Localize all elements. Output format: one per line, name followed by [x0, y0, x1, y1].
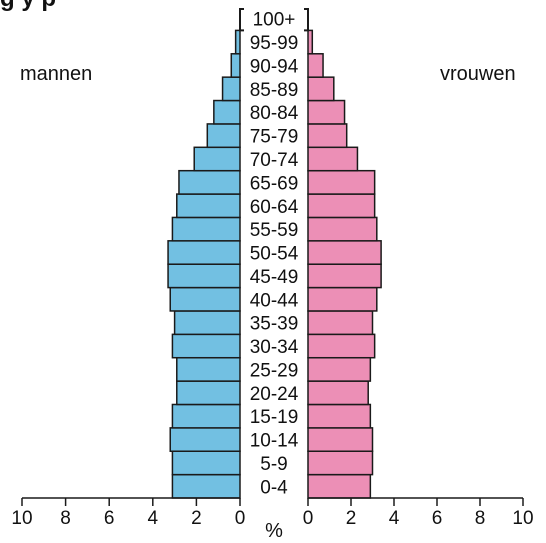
male-bar: [234, 29, 241, 55]
female-bar: [307, 473, 372, 499]
age-group-label: 0-4: [260, 477, 288, 498]
age-group-label: 70-74: [250, 150, 299, 171]
male-bar: [173, 310, 241, 336]
male-bar: [169, 427, 241, 452]
age-group-label: 25-29: [250, 360, 299, 381]
female-bars: [307, 29, 382, 499]
male-bar: [221, 76, 241, 102]
female-bar: [307, 310, 374, 336]
male-axis-tick-label: 4: [148, 508, 159, 529]
female-bar: [307, 193, 376, 219]
female-bar: [307, 427, 374, 452]
male-bar: [176, 380, 241, 406]
male-bar: [193, 146, 241, 172]
male-bar: [171, 216, 241, 242]
female-bar: [307, 146, 359, 172]
chart-title-fragment: g y p: [0, 0, 56, 12]
male-bar: [169, 286, 241, 312]
age-group-label: 50-54: [250, 244, 299, 265]
male-bar: [171, 333, 241, 359]
male-bar: [176, 193, 241, 219]
male-bar: [178, 169, 241, 195]
age-group-label: 40-44: [250, 290, 299, 311]
female-bar: [307, 216, 378, 242]
female-label: vrouwen: [440, 63, 516, 85]
age-group-label: 10-14: [250, 431, 299, 452]
age-group-label: 80-84: [250, 103, 299, 124]
female-axis-tick-label: 4: [389, 508, 400, 529]
female-bar: [307, 450, 374, 476]
male-bar: [230, 53, 241, 78]
age-group-label: 85-89: [250, 80, 299, 101]
top-bracket-right: [304, 8, 309, 32]
female-bar: [307, 286, 378, 312]
female-axis-tick-label: 0: [303, 508, 314, 529]
male-bar: [171, 473, 241, 499]
female-bar: [307, 333, 376, 359]
age-group-label: 5-9: [260, 454, 287, 475]
top-bracket-left: [239, 8, 244, 32]
female-bar: [307, 99, 346, 125]
male-axis-tick-label: 8: [60, 508, 71, 529]
age-group-label: 35-39: [250, 314, 299, 335]
age-group-label: 60-64: [250, 197, 299, 218]
age-group-label: 95-99: [250, 33, 299, 54]
male-bar: [171, 450, 241, 476]
age-group-label: 55-59: [250, 220, 299, 241]
male-bar: [167, 240, 241, 265]
female-bar: [307, 169, 376, 195]
female-bar: [307, 123, 348, 149]
female-axis-tick-label: 8: [475, 508, 486, 529]
male-axis-tick-label: 6: [104, 508, 115, 529]
age-group-label: 15-19: [250, 407, 299, 428]
age-group-label: 90-94: [250, 56, 299, 77]
axes: 10 8 6 4 2 0 0 2 4 6 8 10: [11, 497, 534, 529]
female-bar: [307, 263, 382, 289]
male-label: mannen: [20, 63, 92, 85]
male-bar: [206, 123, 241, 149]
female-axis-tick-label: 10: [512, 508, 533, 529]
female-bar: [307, 76, 335, 102]
x-axis-label: %: [265, 520, 283, 542]
female-bar: [307, 29, 314, 55]
female-bar: [307, 240, 382, 265]
female-bar: [307, 403, 372, 429]
age-group-label: 45-49: [250, 267, 299, 288]
age-group-label: 65-69: [250, 173, 299, 194]
female-axis-tick-label: 6: [432, 508, 443, 529]
female-bar: [307, 380, 369, 406]
age-group-label: 75-79: [250, 127, 299, 148]
male-bar: [171, 403, 241, 429]
age-group-label: 100+: [253, 10, 296, 31]
female-bar: [307, 356, 372, 382]
age-group-label: 20-24: [250, 384, 299, 405]
male-axis-tick-label: 2: [191, 508, 202, 529]
male-bar: [213, 99, 241, 125]
male-axis-tick-label: 10: [11, 508, 32, 529]
male-axis-tick-label: 0: [235, 508, 246, 529]
male-bar: [176, 356, 241, 382]
male-bars: [167, 29, 241, 499]
female-bar: [307, 53, 324, 78]
female-axis-tick-label: 2: [346, 508, 357, 529]
male-bar: [167, 263, 241, 289]
age-group-label: 30-34: [250, 337, 299, 358]
